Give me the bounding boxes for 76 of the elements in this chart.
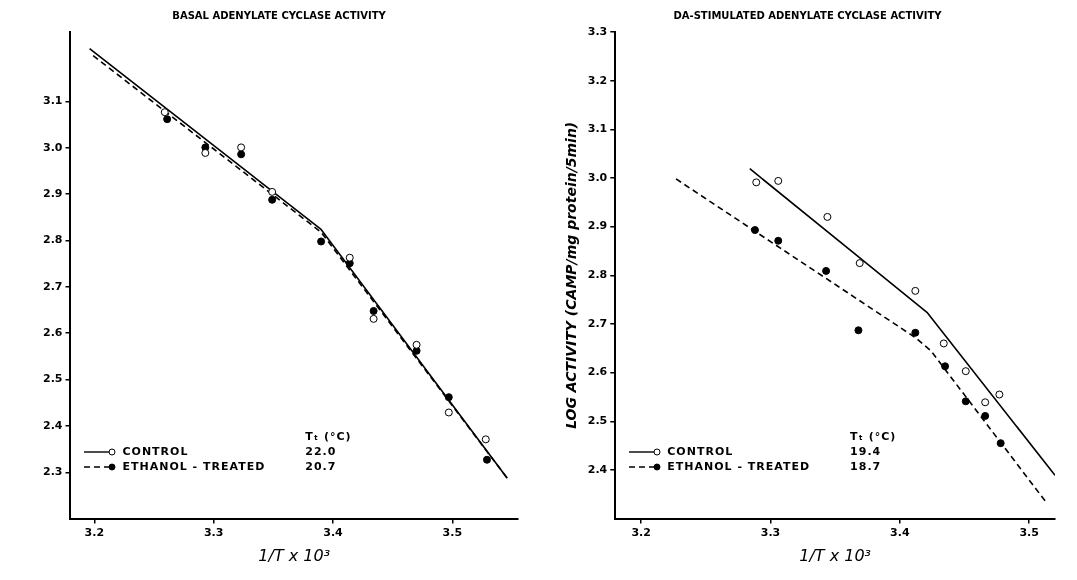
annotation: Tₜ (°C) — [305, 428, 353, 444]
y-tick-label: 3.0 — [587, 170, 608, 184]
point — [752, 178, 761, 187]
point — [163, 115, 172, 124]
point — [444, 408, 453, 417]
point — [981, 411, 990, 420]
x-tick-label: 3.4 — [890, 526, 910, 540]
point — [237, 143, 246, 152]
legend-label: CONTROL — [667, 443, 735, 459]
point — [854, 326, 863, 335]
y-tick-label: 2.6 — [587, 365, 608, 379]
point — [961, 397, 970, 406]
point — [317, 237, 326, 246]
y-tick-label: 3.1 — [42, 94, 63, 108]
x-tick-label: 3.4 — [323, 526, 344, 540]
y-tick-label: 2.6 — [42, 326, 63, 340]
y-tick-label: 2.5 — [587, 414, 608, 428]
y-tick-label: 2.7 — [587, 316, 608, 330]
y-tick-label: 2.3 — [42, 465, 63, 479]
annotation: 18.7 — [850, 458, 883, 474]
x-tick-label: 3.2 — [84, 526, 105, 540]
annotation: 20.7 — [305, 458, 338, 474]
point — [941, 362, 950, 371]
y-tick-label: 2.5 — [42, 372, 63, 386]
x-tick-label: 3.2 — [631, 526, 651, 540]
point — [774, 176, 783, 185]
point — [822, 266, 831, 275]
y-tick-label: 2.4 — [42, 418, 63, 432]
x-tick-label: 3.5 — [1019, 526, 1039, 540]
chart-title: DA-STIMULATED ADENYLATE CYCLASE ACTIVITY — [673, 9, 943, 21]
point — [481, 435, 490, 444]
point — [482, 455, 491, 464]
annotation: 22.0 — [305, 443, 338, 459]
legend-label: ETHANOL - TREATED — [667, 458, 812, 474]
y-tick-label: 2.9 — [42, 187, 63, 201]
point — [911, 328, 920, 337]
point — [911, 286, 920, 295]
legend-label: CONTROL — [122, 443, 190, 459]
x-axis-title: 1/T x 10³ — [799, 545, 872, 565]
y-axis-title: LOG ACTIVITY (CAMP/mg protein/5min) — [563, 121, 580, 429]
x-tick-label: 3.5 — [442, 526, 463, 540]
point — [996, 439, 1005, 448]
x-tick-label: 3.3 — [760, 526, 781, 540]
point — [855, 259, 864, 268]
point — [369, 314, 378, 323]
point — [939, 339, 948, 348]
y-tick-label: 2.8 — [587, 268, 608, 282]
annotation: 19.4 — [850, 443, 883, 459]
point — [369, 306, 378, 315]
point — [981, 398, 990, 407]
y-tick-label: 3.0 — [42, 140, 63, 154]
y-tick-label: 3.1 — [587, 122, 608, 136]
y-tick-label: 2.4 — [587, 462, 608, 476]
point — [444, 393, 453, 402]
point — [995, 390, 1004, 399]
legend-label: ETHANOL - TREATED — [122, 458, 267, 474]
chart-title: BASAL ADENYLATE CYCLASE ACTIVITY — [172, 9, 387, 21]
point — [268, 195, 277, 204]
point — [237, 150, 246, 159]
y-tick-label: 3.3 — [587, 24, 608, 38]
point — [961, 367, 970, 376]
point — [201, 148, 210, 157]
point — [268, 187, 277, 196]
x-axis-title: 1/T x 10³ — [258, 545, 331, 565]
point — [160, 108, 169, 117]
annotation: Tₜ (°C) — [850, 428, 898, 444]
point — [345, 253, 354, 262]
y-tick-label: 2.8 — [42, 233, 63, 247]
y-tick-label: 2.7 — [42, 279, 63, 293]
x-tick-label: 3.3 — [203, 526, 224, 540]
y-tick-label: 2.9 — [587, 219, 608, 233]
y-tick-label: 3.2 — [587, 73, 608, 87]
point — [774, 236, 783, 245]
point — [750, 226, 759, 235]
point — [412, 340, 421, 349]
point — [823, 212, 832, 221]
